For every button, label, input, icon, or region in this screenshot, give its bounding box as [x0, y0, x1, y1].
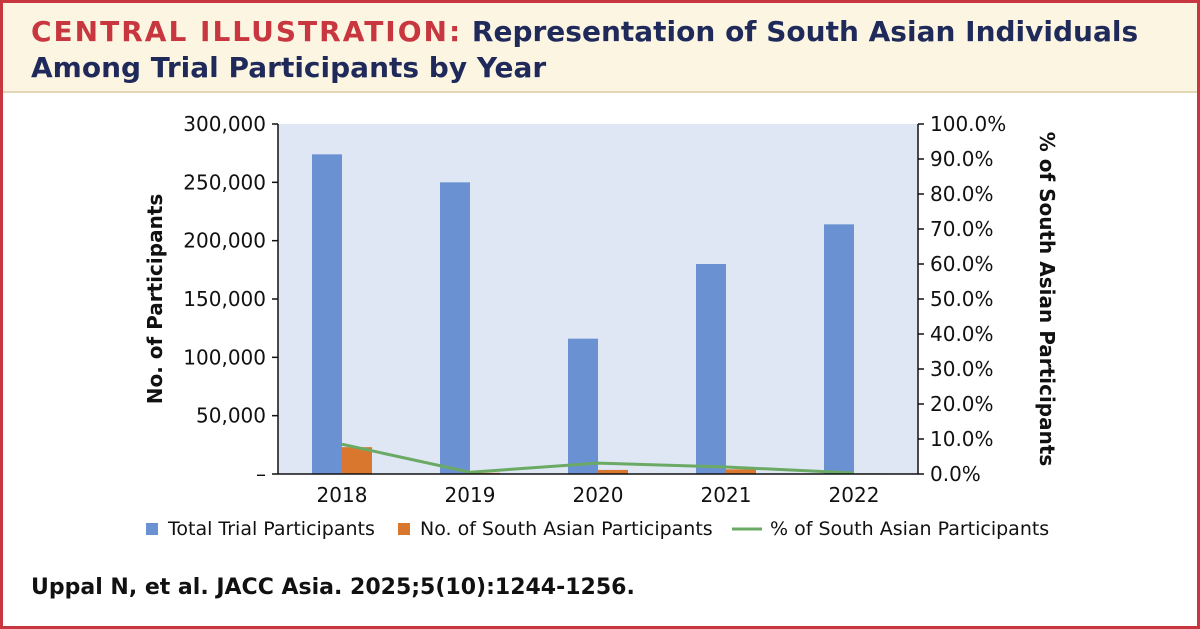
- y2-tick-label: 40.0%: [930, 322, 994, 346]
- y2-tick-label: 80.0%: [930, 182, 994, 206]
- y-tick-label: 100,000: [183, 345, 266, 369]
- y2-tick-label: 90.0%: [930, 147, 994, 171]
- bars-layer: [312, 154, 884, 475]
- x-tick-label: 2022: [829, 483, 880, 507]
- legend: Total Trial Participants No. of South Asi…: [146, 518, 1049, 540]
- y2-axis-label: % of South Asian Participants: [1035, 132, 1059, 467]
- line-layer: [341, 442, 855, 475]
- tick-labels: – 50,000 100,000 150,000 200,000 250,000 300,0…: [183, 112, 1006, 507]
- bar-total-2020: [568, 338, 598, 474]
- x-tick-label: 2020: [573, 483, 624, 507]
- title-line-1: CENTRAL ILLUSTRATION: Representation of …: [31, 15, 1138, 48]
- title-line-2: Among Trial Participants by Year: [31, 51, 547, 84]
- x-tick-label: 2018: [317, 483, 368, 507]
- legend-swatch: [398, 523, 410, 535]
- y2-tick-label: 30.0%: [930, 357, 994, 381]
- y2-tick-label: 20.0%: [930, 392, 994, 416]
- bar-south-asian-2020: [598, 469, 628, 474]
- y2-tick-label: 70.0%: [930, 217, 994, 241]
- title-text-1: Representation of South Asian Individual…: [471, 15, 1139, 48]
- y-tick-label: 50,000: [196, 404, 266, 428]
- axes-layer: [272, 123, 924, 475]
- bar-total-2022: [824, 224, 854, 474]
- bar-south-asian-2021: [726, 469, 756, 474]
- citation: Uppal N, et al. JACC Asia. 2025;5(10):12…: [31, 575, 635, 600]
- y2-tick-label: 0.0%: [930, 462, 981, 486]
- y-tick-label: 250,000: [183, 170, 266, 194]
- legend-label: No. of South Asian Participants: [420, 518, 713, 540]
- y-tick-label: 150,000: [183, 287, 266, 311]
- bar-total-2018: [312, 154, 342, 475]
- bar-total-2021: [696, 264, 726, 474]
- bar-south-asian-2018: [342, 447, 372, 474]
- x-tick-label: 2021: [701, 483, 752, 507]
- x-tick-label: 2019: [445, 483, 496, 507]
- header-banner: CENTRAL ILLUSTRATION: Representation of …: [3, 3, 1197, 93]
- y2-tick-label: 60.0%: [930, 252, 994, 276]
- central-illustration-label: CENTRAL ILLUSTRATION:: [31, 15, 463, 48]
- legend-label: Total Trial Participants: [167, 518, 375, 540]
- y2-tick-label: 100.0%: [930, 112, 1006, 136]
- y-tick-label: –: [256, 462, 266, 486]
- y-tick-label: 300,000: [183, 112, 266, 136]
- y-axis-label: No. of Participants: [143, 194, 167, 405]
- bar-total-2019: [440, 182, 470, 475]
- y-tick-label: 200,000: [183, 229, 266, 253]
- y2-tick-label: 10.0%: [930, 427, 994, 451]
- legend-label: % of South Asian Participants: [770, 518, 1049, 540]
- legend-swatch: [146, 523, 158, 535]
- y2-tick-label: 50.0%: [930, 287, 994, 311]
